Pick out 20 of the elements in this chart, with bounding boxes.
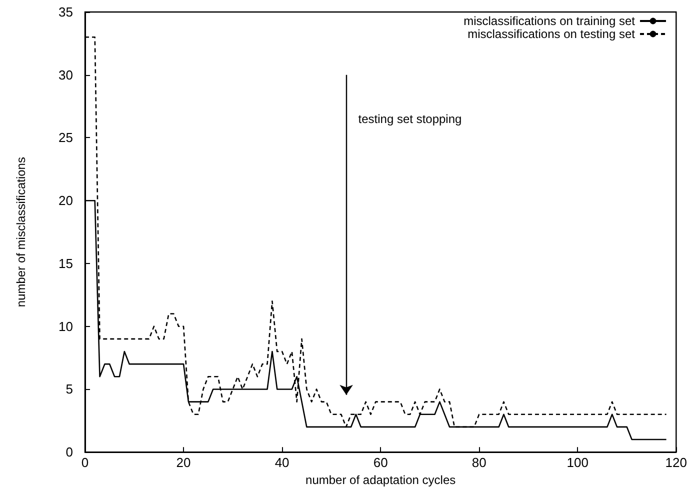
annotation: testing set stopping [358,112,462,126]
x-axis-title: number of adaptation cycles [306,473,456,487]
x-tick-label: 20 [176,455,191,470]
y-tick-label: 25 [58,130,73,146]
y-tick-label: 10 [58,318,73,334]
legend-label: misclassifications on training set [464,14,636,28]
y-tick-label: 15 [58,256,73,271]
y-tick-label: 30 [58,67,73,82]
x-tick-label: 40 [274,455,290,470]
y-tick-label: 5 [66,382,73,397]
x-tick-label: 0 [81,455,89,470]
legend-label: misclassifications on testing set [468,27,636,41]
x-tick-label: 80 [472,455,486,470]
y-tick-label: 20 [58,193,73,208]
x-tick-label: 120 [665,455,688,470]
y-axis-title: number of misclassifications [14,157,28,308]
y-tick-label: 35 [58,4,73,20]
x-tick-label: 100 [566,455,588,470]
x-tick-label: 60 [373,455,388,470]
y-tick-label: 0 [66,444,73,460]
